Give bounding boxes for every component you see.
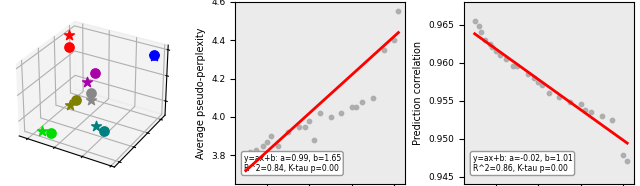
Y-axis label: Prediction correlation: Prediction correlation xyxy=(413,41,423,145)
Point xyxy=(501,57,511,60)
Point xyxy=(304,119,314,122)
Point xyxy=(622,160,632,163)
Point xyxy=(300,125,310,128)
Point xyxy=(486,46,497,49)
Point xyxy=(389,39,399,42)
Point xyxy=(378,48,388,51)
Point xyxy=(618,154,628,157)
Point xyxy=(476,31,486,34)
Point xyxy=(241,163,251,166)
Point xyxy=(351,106,361,109)
Point xyxy=(294,125,304,128)
Point xyxy=(495,54,505,57)
Y-axis label: Average pseudo-perplexity: Average pseudo-perplexity xyxy=(196,27,205,159)
Point xyxy=(544,92,554,94)
Point xyxy=(491,50,501,53)
Point xyxy=(474,25,484,28)
Point xyxy=(484,42,495,45)
Point xyxy=(565,101,575,104)
Point xyxy=(596,114,607,117)
Point xyxy=(580,108,590,111)
Point xyxy=(326,116,336,118)
Point xyxy=(357,100,367,103)
Text: y=ax+b: a=-0.02, b=1.01
R^2=0.86, K-tau p=0.00: y=ax+b: a=-0.02, b=1.01 R^2=0.86, K-tau … xyxy=(472,154,572,173)
Point xyxy=(336,112,346,115)
Point xyxy=(522,73,532,76)
Point xyxy=(470,19,480,22)
Point xyxy=(279,163,289,166)
Point xyxy=(508,65,518,68)
Point xyxy=(273,144,283,147)
Point xyxy=(262,140,272,143)
Point xyxy=(258,144,268,147)
Point xyxy=(607,118,618,121)
Point xyxy=(480,38,490,41)
Point xyxy=(529,76,539,79)
Point xyxy=(266,135,276,138)
Text: y=ax+b: a=0.99, b=1.65
R^2=0.84, K-tau p=0.00: y=ax+b: a=0.99, b=1.65 R^2=0.84, K-tau p… xyxy=(244,154,341,173)
Point xyxy=(255,154,266,157)
Point xyxy=(554,95,564,98)
Point xyxy=(533,80,543,83)
Point xyxy=(245,150,255,153)
Point xyxy=(247,158,257,161)
Point xyxy=(538,84,548,87)
Point xyxy=(575,103,586,106)
Point xyxy=(368,96,378,99)
Point xyxy=(252,148,262,151)
Point xyxy=(586,110,596,113)
Point xyxy=(393,10,404,13)
Point xyxy=(308,139,319,142)
Point xyxy=(283,131,293,134)
Point xyxy=(315,112,325,115)
Point xyxy=(512,65,522,68)
Point xyxy=(347,106,357,109)
